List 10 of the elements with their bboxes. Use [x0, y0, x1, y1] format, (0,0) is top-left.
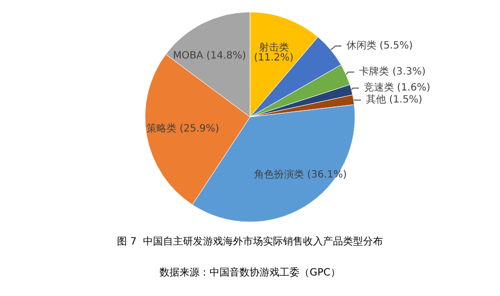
slice-label: 策略类 (25.9%)	[146, 122, 220, 134]
slice-label: 其他 (1.5%)	[366, 94, 422, 106]
slice-label: 卡牌类 (3.3%)	[359, 66, 426, 78]
slice-label: 竞速类 (1.6%)	[364, 82, 430, 94]
text: 图 7 中国自主研发游戏海外市场实际销售收入产品类型分布	[117, 236, 383, 248]
data-label: (11.2%)	[254, 52, 294, 64]
slice-label: 射击类	[258, 41, 289, 54]
source-note: 数据来源：中国音数协游戏工委（GPC）	[160, 266, 340, 278]
slice-label: MOBA (14.8%)	[173, 50, 246, 62]
slice-label: 休闲类 (5.5%)	[346, 40, 413, 52]
